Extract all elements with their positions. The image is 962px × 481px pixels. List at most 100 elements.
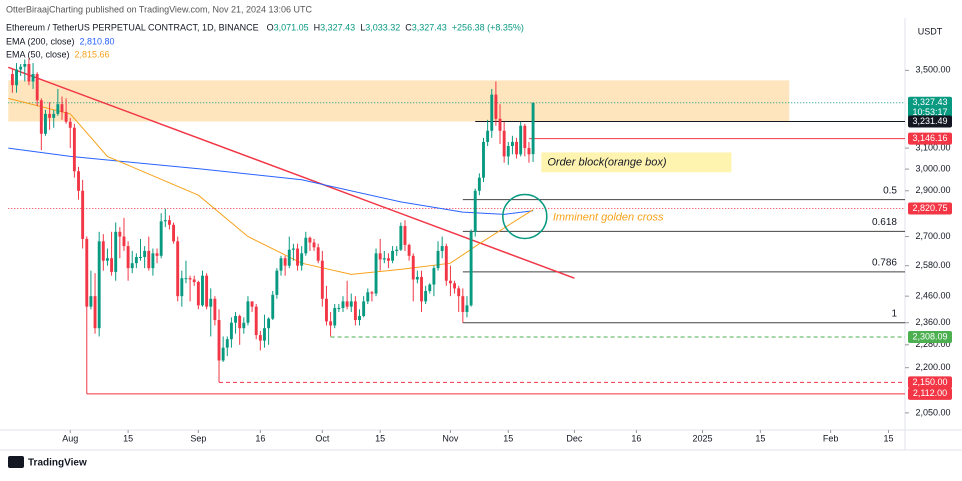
candle-body — [122, 236, 126, 247]
candle-body — [333, 307, 337, 326]
x-tick-label: Nov — [442, 433, 459, 443]
candle-body — [358, 315, 361, 321]
ema-line — [8, 147, 534, 215]
candle-body — [510, 141, 514, 147]
candle-body — [205, 275, 209, 307]
candle-body — [291, 248, 295, 250]
candle-body — [448, 280, 452, 284]
price-tag — [908, 96, 952, 119]
price-tag — [908, 330, 952, 343]
candle-body — [411, 255, 415, 280]
price-tag — [908, 376, 952, 389]
candle-body — [424, 290, 428, 302]
candle-body — [118, 231, 122, 237]
x-tick-label: Feb — [823, 433, 839, 443]
x-tick-label: Aug — [62, 433, 78, 443]
candle-body — [271, 294, 275, 319]
candle-body — [19, 66, 23, 70]
x-tick-label: Dec — [566, 433, 583, 443]
legend-value: 2,815.66 — [75, 49, 110, 59]
candle-body — [217, 320, 221, 361]
candle-body — [85, 238, 89, 307]
order-block-label: Order block(orange box) — [547, 156, 667, 168]
price-tag — [908, 202, 952, 215]
fib-label: 0.786 — [872, 258, 897, 269]
ohlc-key: C — [405, 22, 412, 32]
ohlc-value: 3,071.05 — [274, 22, 309, 32]
price-tag-label: 2,308.09 — [912, 331, 947, 341]
x-tick-label: 15 — [375, 433, 385, 443]
candle-body — [188, 278, 192, 280]
candle-body — [519, 125, 523, 155]
candle-body — [482, 141, 485, 178]
candle-body — [159, 221, 163, 256]
candle-body — [134, 257, 138, 264]
candle-body — [279, 258, 283, 271]
price-tag-label: 3,327.43 — [912, 97, 947, 107]
candle-body — [461, 296, 465, 312]
candle-body — [457, 288, 461, 297]
candle-body — [225, 339, 229, 348]
candle-body — [229, 322, 233, 340]
candle-body — [172, 224, 176, 242]
x-tick-label: Sep — [190, 433, 206, 443]
candle-body — [39, 100, 43, 134]
price-tag-label: 2,820.75 — [912, 203, 947, 213]
candle-body — [77, 171, 80, 191]
candle-body — [387, 258, 390, 261]
change: +256.38 (+8.35%) — [452, 22, 524, 32]
candle-body — [515, 141, 518, 155]
candle-body — [444, 246, 448, 281]
candle-body — [15, 69, 18, 86]
price-tag-label: 3,231.49 — [912, 116, 947, 126]
legend: Ethereum / TetherUS PERPETUAL CONTRACT, … — [6, 22, 524, 59]
candle-body — [523, 125, 527, 149]
y-tick-label: 2,900.00 — [915, 185, 950, 195]
candle-body — [267, 318, 271, 329]
x-tick-label: 15 — [755, 433, 765, 443]
candle-body — [494, 94, 498, 119]
candle-body — [370, 292, 374, 294]
candle-body — [201, 275, 204, 306]
candle-body — [395, 249, 399, 251]
candle-body — [213, 298, 217, 321]
candle-body — [312, 242, 316, 248]
candle-body — [196, 281, 200, 306]
x-tick-label: 2025 — [692, 433, 712, 443]
candle-body — [362, 301, 366, 316]
candle-body — [56, 104, 60, 114]
ohlc-key: O — [267, 22, 274, 32]
candle-body — [287, 249, 291, 266]
candle-body — [527, 148, 531, 155]
x-tick-label: 15 — [503, 433, 513, 443]
candle-body — [114, 231, 118, 272]
candle-body — [27, 63, 31, 82]
candle-body — [345, 301, 349, 307]
candle-body — [64, 111, 68, 122]
candle-body — [275, 270, 279, 295]
ohlc-value: 3,327.43 — [320, 22, 355, 32]
fib-label: 0.618 — [872, 217, 897, 228]
candle-body — [432, 268, 436, 285]
candle-body — [44, 113, 47, 134]
axis: 3,500.00 3,100.00 3,000.00 2,900.00 2,700.00… — [62, 65, 952, 443]
candle-body — [316, 247, 320, 261]
candle-body — [143, 250, 147, 258]
ohlc-key: L — [360, 22, 365, 32]
candle-body — [320, 260, 324, 299]
candle-body — [283, 258, 287, 266]
candle-body — [341, 301, 345, 308]
candle-body — [60, 104, 64, 112]
candle-body — [477, 177, 481, 191]
fib-label: 0.5 — [883, 185, 897, 196]
candle-body — [221, 347, 225, 361]
candle-body — [440, 246, 444, 251]
candle-body — [391, 250, 395, 261]
candle-body — [68, 121, 72, 128]
candle-body — [192, 279, 196, 282]
candle-body — [403, 225, 407, 245]
candle-body — [101, 241, 105, 261]
candle-body — [72, 127, 76, 172]
candle-body — [366, 292, 370, 302]
